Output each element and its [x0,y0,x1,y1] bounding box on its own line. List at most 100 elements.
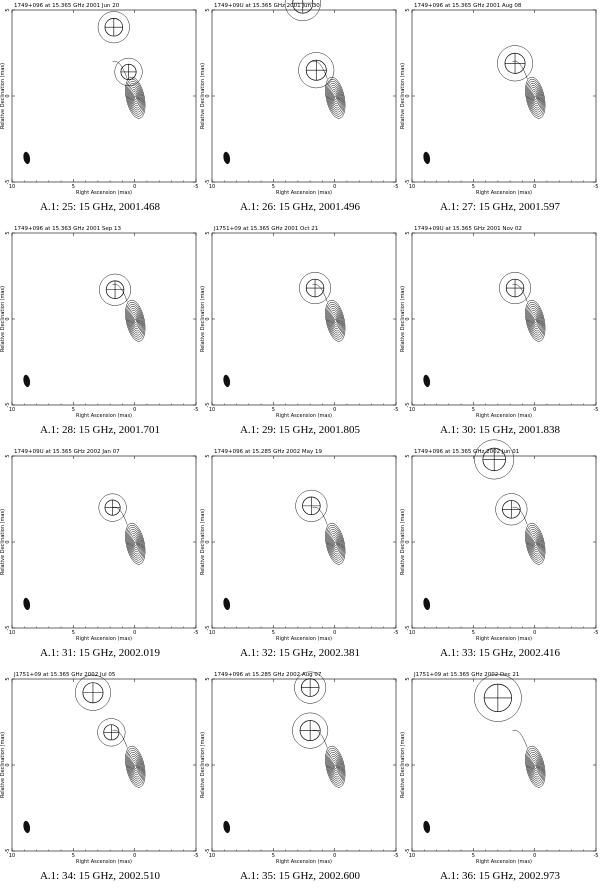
x-tick-label: 5 [272,184,275,190]
plot-frame [211,9,397,183]
y-tick-label: 0 [5,763,11,766]
panel-title: 1749+096 at 15.285 GHz 2002 Aug 07 [214,672,322,678]
panel-caption: A.1: 36: 15 GHz, 2002.973 [439,870,561,882]
y-tick-label: 0 [405,317,411,320]
model-component [495,493,528,526]
y-tick-label: 5 [205,231,211,234]
contour-map: 1749+096 at 15.365 GHz 2001 Aug 08 10 5 0 -5… [400,3,599,196]
core-contours [525,522,546,565]
x-tick-label: -5 [194,407,199,413]
y-axis-label: Relative Declination (mas) [200,509,206,575]
y-axis-label: Relative Declination (mas) [400,63,406,129]
x-tick-label: 10 [209,184,215,190]
core-contours [125,76,146,119]
y-tick-label: 5 [5,8,11,11]
plot-frame [11,232,197,406]
x-tick-label: 10 [209,630,215,636]
x-axis-label: Right Ascension (mas) [76,413,132,419]
beam-ellipse [23,597,31,611]
y-axis-label: Relative Declination (mas) [200,63,206,129]
beam-ellipse [23,374,31,388]
x-tick-label: -5 [394,407,399,413]
x-tick-label: 10 [209,853,215,859]
x-tick-label: -5 [594,184,599,190]
beam-ellipse [423,151,431,165]
y-tick-label: 0 [405,763,411,766]
core-contours [325,299,346,342]
x-tick-label: 10 [9,853,15,859]
x-tick-label: 0 [533,407,536,413]
x-tick-label: -5 [194,630,199,636]
vlbi-map-panel: J1751+09 at 15.365 GHz 2001 Oct 21 10 5 0 -5… [200,223,400,446]
core-contours [525,299,546,342]
panel-title: 1749+096 at 15.363 GHz 2001 Sep 13 [14,226,122,232]
x-tick-label: 0 [133,184,136,190]
plot-frame [411,232,597,406]
contour-map: J1751+09 at 15.365 GHz 2001 Oct 21 10 5 0 -5… [200,226,399,419]
y-tick-label: 5 [405,8,411,11]
panel-caption: A.1: 26: 15 GHz, 2001.496 [239,201,361,213]
vlbi-map-panel: 1749+096 at 15.365 GHz 2001 Jun 20 10 5 0 -5… [0,0,200,223]
core-contours [325,745,346,788]
x-tick-label: 10 [209,407,215,413]
panel-caption: A.1: 28: 15 GHz, 2001.701 [39,424,161,436]
y-tick-label: -5 [205,180,211,185]
model-component [474,674,522,722]
y-tick-label: 5 [405,454,411,457]
contour-map: 1749+096 at 15.285 GHz 2002 Aug 07 10 5 0 -5… [200,671,399,865]
vlbi-map-panel: 1749+09U at 15.365 GHz 2001 Nov 02 10 5 0 -5… [400,223,600,446]
panel-title: 1749+09U at 15.365 GHz 2002 Jan 07 [14,449,120,455]
panel-title: J1751+09 at 15.365 GHz 2001 Oct 21 [213,226,318,232]
y-tick-label: -5 [205,626,211,631]
x-tick-label: 10 [9,407,15,413]
x-axis-label: Right Ascension (mas) [276,859,332,865]
x-tick-label: -5 [194,853,199,859]
y-axis-label: Relative Declination (mas) [0,286,6,352]
panel-caption: A.1: 35: 15 GHz, 2002.600 [239,870,361,882]
y-tick-label: 5 [405,231,411,234]
y-tick-label: 5 [5,677,11,680]
panel-title: 1749+096 at 15.365 GHz 2002 Jun 01 [414,449,519,455]
x-axis-label: Right Ascension (mas) [476,859,532,865]
y-tick-label: 0 [205,94,211,97]
vlbi-map-panel: 1749+096 at 15.363 GHz 2001 Sep 13 10 5 0 -5… [0,223,200,446]
y-tick-label: -5 [405,180,411,185]
plot-frame [211,232,397,406]
vlbi-map-panel: 1749+09U at 15.365 GHz 2002 Jan 07 10 5 0 -5… [0,446,200,669]
panel-title: 1749+096 at 15.365 GHz 2001 Jun 20 [14,3,120,9]
x-tick-label: -5 [394,630,399,636]
x-tick-label: 0 [333,407,336,413]
x-tick-label: 10 [409,184,415,190]
y-tick-label: 5 [205,454,211,457]
panel-caption: A.1: 34: 15 GHz, 2002.510 [39,870,161,882]
y-tick-label: 0 [205,540,211,543]
panel-title: 1749+096 at 15.365 GHz 2001 Aug 08 [414,3,522,9]
model-component [497,45,534,82]
x-axis-label: Right Ascension (mas) [476,413,532,419]
model-component [292,712,329,749]
vlbi-map-panel: J1751+09 at 15.365 GHz 2002 Jul 05 10 5 0 -5… [0,669,200,892]
vlbi-map-panel: 1749+09U at 15.365 GHz 2001 Jun 30 10 5 0 -5… [200,0,400,223]
beam-ellipse [223,374,231,388]
beam-ellipse [23,151,31,165]
beam-ellipse [423,374,431,388]
contour-map: 1749+096 at 15.365 GHz 2002 Jun 01 10 5 0 -5… [400,439,599,642]
y-tick-label: 5 [5,231,11,234]
y-tick-label: 0 [405,94,411,97]
x-tick-label: -5 [194,184,199,190]
model-component [499,272,532,305]
y-tick-label: 5 [205,677,211,680]
plot-frame [11,455,197,629]
y-tick-label: 0 [5,540,11,543]
panel-title: 1749+09U at 15.365 GHz 2001 Nov 02 [414,226,522,232]
y-axis-label: Relative Declination (mas) [200,732,206,798]
x-axis-label: Right Ascension (mas) [476,190,532,196]
contour-map: 1749+09U at 15.365 GHz 2001 Jun 30 10 5 0 -5… [200,0,399,196]
x-tick-label: 5 [472,407,475,413]
plot-frame [11,678,197,852]
contour-map: J1751+09 at 15.365 GHz 2002 Jul 05 10 5 0 -5… [0,672,199,865]
y-tick-label: 0 [5,317,11,320]
x-axis-label: Right Ascension (mas) [276,413,332,419]
y-tick-label: 5 [205,8,211,11]
y-axis-label: Relative Declination (mas) [0,63,6,129]
